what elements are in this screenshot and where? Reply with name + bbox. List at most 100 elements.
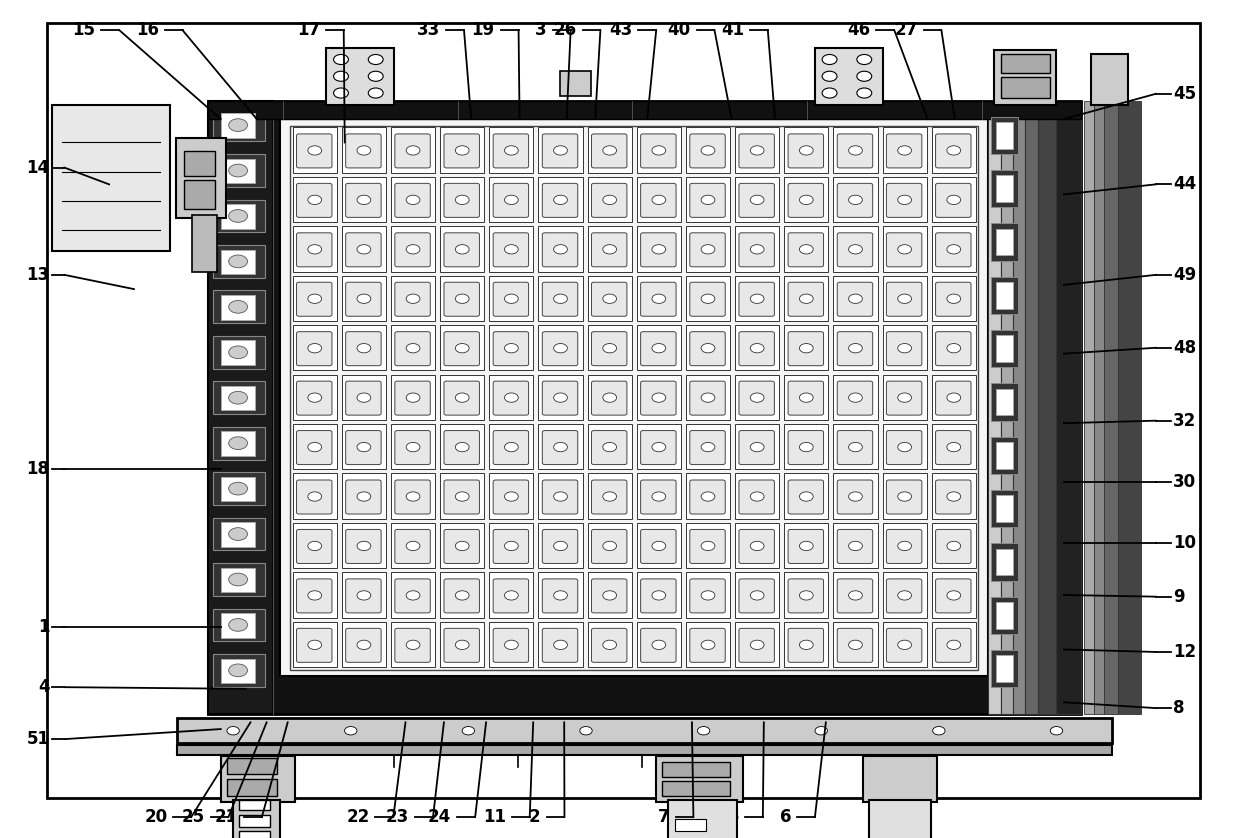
FancyBboxPatch shape xyxy=(837,134,873,168)
Bar xyxy=(192,215,217,272)
Circle shape xyxy=(750,393,764,402)
FancyBboxPatch shape xyxy=(935,134,971,168)
Circle shape xyxy=(898,541,911,551)
Circle shape xyxy=(455,195,469,204)
Circle shape xyxy=(848,195,862,204)
Text: 32: 32 xyxy=(1173,411,1197,430)
Bar xyxy=(833,127,878,173)
FancyBboxPatch shape xyxy=(887,233,921,266)
Bar xyxy=(538,325,583,370)
FancyBboxPatch shape xyxy=(887,332,921,365)
Bar xyxy=(440,127,485,173)
FancyBboxPatch shape xyxy=(444,381,480,415)
FancyBboxPatch shape xyxy=(591,184,627,217)
Circle shape xyxy=(603,146,616,155)
Bar xyxy=(588,473,632,519)
Bar xyxy=(221,386,255,411)
Bar xyxy=(221,295,255,319)
Circle shape xyxy=(407,294,420,303)
Bar xyxy=(1091,54,1128,105)
Bar xyxy=(213,473,265,505)
Circle shape xyxy=(228,346,248,359)
Bar xyxy=(342,325,386,370)
Bar xyxy=(440,572,485,618)
Bar xyxy=(490,424,533,469)
FancyBboxPatch shape xyxy=(296,628,332,662)
Text: 51: 51 xyxy=(26,730,50,748)
Circle shape xyxy=(701,393,715,402)
FancyBboxPatch shape xyxy=(935,233,971,266)
Bar xyxy=(221,522,255,546)
Bar xyxy=(931,375,976,420)
Bar xyxy=(996,282,1013,308)
Bar xyxy=(184,151,215,176)
Circle shape xyxy=(750,640,764,649)
FancyBboxPatch shape xyxy=(641,579,676,613)
Text: 4: 4 xyxy=(38,678,50,696)
Circle shape xyxy=(308,640,321,649)
Text: 16: 16 xyxy=(135,21,159,39)
Bar xyxy=(213,154,265,187)
Bar xyxy=(588,127,632,173)
Circle shape xyxy=(455,146,469,155)
FancyBboxPatch shape xyxy=(296,480,332,514)
FancyBboxPatch shape xyxy=(591,134,627,168)
Circle shape xyxy=(455,442,469,452)
Circle shape xyxy=(308,541,321,551)
Bar xyxy=(293,473,337,519)
FancyBboxPatch shape xyxy=(739,530,774,563)
FancyBboxPatch shape xyxy=(394,480,430,514)
Bar xyxy=(588,424,632,469)
Circle shape xyxy=(898,492,911,501)
FancyBboxPatch shape xyxy=(394,381,430,415)
Bar xyxy=(784,177,828,222)
Circle shape xyxy=(553,146,568,155)
FancyBboxPatch shape xyxy=(296,332,332,365)
FancyBboxPatch shape xyxy=(641,233,676,266)
FancyBboxPatch shape xyxy=(789,530,823,563)
Circle shape xyxy=(407,195,420,204)
Bar xyxy=(221,477,255,501)
FancyBboxPatch shape xyxy=(591,628,627,662)
Bar xyxy=(213,199,265,232)
Bar xyxy=(221,113,255,137)
Bar xyxy=(735,226,779,272)
FancyBboxPatch shape xyxy=(394,431,430,464)
FancyBboxPatch shape xyxy=(739,480,774,514)
Bar xyxy=(342,375,386,420)
Circle shape xyxy=(308,245,321,254)
Circle shape xyxy=(822,54,837,65)
FancyBboxPatch shape xyxy=(887,628,921,662)
FancyBboxPatch shape xyxy=(591,332,627,365)
Circle shape xyxy=(701,294,715,303)
Circle shape xyxy=(357,492,371,501)
Circle shape xyxy=(848,344,862,353)
Bar xyxy=(213,608,265,641)
Bar xyxy=(637,325,681,370)
Circle shape xyxy=(505,195,518,204)
Circle shape xyxy=(553,245,568,254)
Bar xyxy=(883,424,926,469)
Bar xyxy=(735,325,779,370)
FancyBboxPatch shape xyxy=(739,431,774,464)
Circle shape xyxy=(701,442,715,452)
Bar xyxy=(221,567,255,592)
Bar xyxy=(686,127,730,173)
FancyBboxPatch shape xyxy=(837,184,873,217)
Circle shape xyxy=(334,54,348,65)
Circle shape xyxy=(898,146,911,155)
FancyBboxPatch shape xyxy=(494,184,528,217)
Circle shape xyxy=(553,492,568,501)
FancyBboxPatch shape xyxy=(394,233,430,266)
FancyBboxPatch shape xyxy=(444,184,480,217)
Bar xyxy=(280,119,988,676)
Circle shape xyxy=(848,245,862,254)
Text: 8: 8 xyxy=(1173,699,1184,717)
Bar xyxy=(637,226,681,272)
Circle shape xyxy=(857,88,872,98)
Circle shape xyxy=(357,393,371,402)
Circle shape xyxy=(750,541,764,551)
Circle shape xyxy=(357,591,371,600)
FancyBboxPatch shape xyxy=(689,381,725,415)
Bar xyxy=(991,543,1018,581)
